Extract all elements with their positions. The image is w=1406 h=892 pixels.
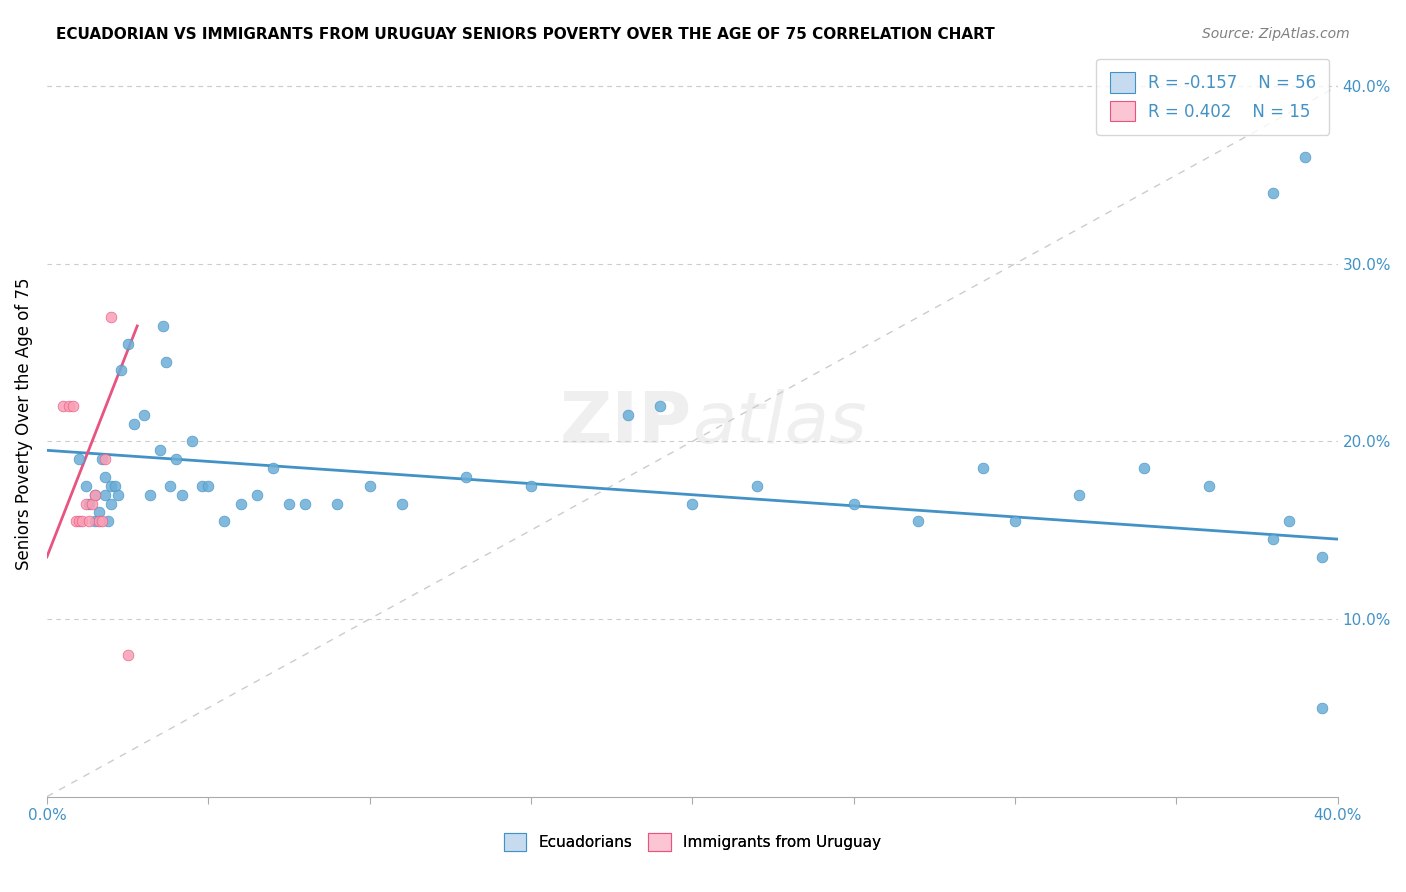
Point — [262, 461, 284, 475]
Point — [1261, 532, 1284, 546]
Point — [84, 488, 107, 502]
Point — [197, 479, 219, 493]
Point — [152, 318, 174, 333]
Point — [1198, 479, 1220, 493]
Point — [172, 488, 194, 502]
Point — [122, 417, 145, 431]
Point — [62, 399, 84, 413]
Point — [520, 479, 543, 493]
Point — [191, 479, 214, 493]
Point — [100, 310, 122, 325]
Point — [84, 514, 107, 528]
Point — [681, 497, 703, 511]
Point — [326, 497, 349, 511]
Point — [80, 497, 103, 511]
Point — [67, 452, 90, 467]
Point — [1278, 514, 1301, 528]
Point — [1310, 701, 1333, 715]
Point — [87, 514, 110, 528]
Text: ZIP: ZIP — [560, 389, 692, 458]
Point — [100, 497, 122, 511]
Point — [52, 399, 75, 413]
Point — [75, 479, 97, 493]
Point — [294, 497, 316, 511]
Point — [229, 497, 252, 511]
Point — [117, 648, 139, 662]
Point — [359, 479, 381, 493]
Point — [277, 497, 299, 511]
Point — [65, 514, 87, 528]
Y-axis label: Seniors Poverty Over the Age of 75: Seniors Poverty Over the Age of 75 — [15, 277, 32, 570]
Point — [97, 514, 120, 528]
Point — [1294, 150, 1316, 164]
Point — [90, 452, 112, 467]
Point — [165, 452, 187, 467]
Text: ECUADORIAN VS IMMIGRANTS FROM URUGUAY SENIORS POVERTY OVER THE AGE OF 75 CORRELA: ECUADORIAN VS IMMIGRANTS FROM URUGUAY SE… — [56, 27, 995, 42]
Legend: Ecuadorians, Immigrants from Uruguay: Ecuadorians, Immigrants from Uruguay — [491, 821, 893, 863]
Point — [117, 336, 139, 351]
Point — [456, 470, 478, 484]
Point — [58, 399, 80, 413]
Text: atlas: atlas — [692, 389, 868, 458]
Point — [75, 497, 97, 511]
Point — [77, 514, 100, 528]
Point — [214, 514, 236, 528]
Point — [100, 479, 122, 493]
Point — [94, 452, 117, 467]
Point — [90, 514, 112, 528]
Point — [72, 514, 94, 528]
Point — [94, 470, 117, 484]
Point — [1261, 186, 1284, 200]
Point — [972, 461, 994, 475]
Point — [110, 363, 132, 377]
Point — [616, 408, 638, 422]
Point — [1069, 488, 1091, 502]
Point — [907, 514, 929, 528]
Point — [67, 514, 90, 528]
Point — [77, 497, 100, 511]
Point — [181, 434, 204, 449]
Point — [246, 488, 269, 502]
Text: Source: ZipAtlas.com: Source: ZipAtlas.com — [1202, 27, 1350, 41]
Point — [94, 488, 117, 502]
Point — [1310, 549, 1333, 564]
Point — [155, 354, 177, 368]
Point — [84, 488, 107, 502]
Point — [107, 488, 129, 502]
Point — [159, 479, 181, 493]
Point — [745, 479, 768, 493]
Point — [149, 443, 172, 458]
Point — [139, 488, 162, 502]
Point — [1133, 461, 1156, 475]
Point — [87, 506, 110, 520]
Point — [842, 497, 865, 511]
Point — [391, 497, 413, 511]
Point — [1004, 514, 1026, 528]
Point — [648, 399, 671, 413]
Point — [132, 408, 155, 422]
Point — [104, 479, 127, 493]
